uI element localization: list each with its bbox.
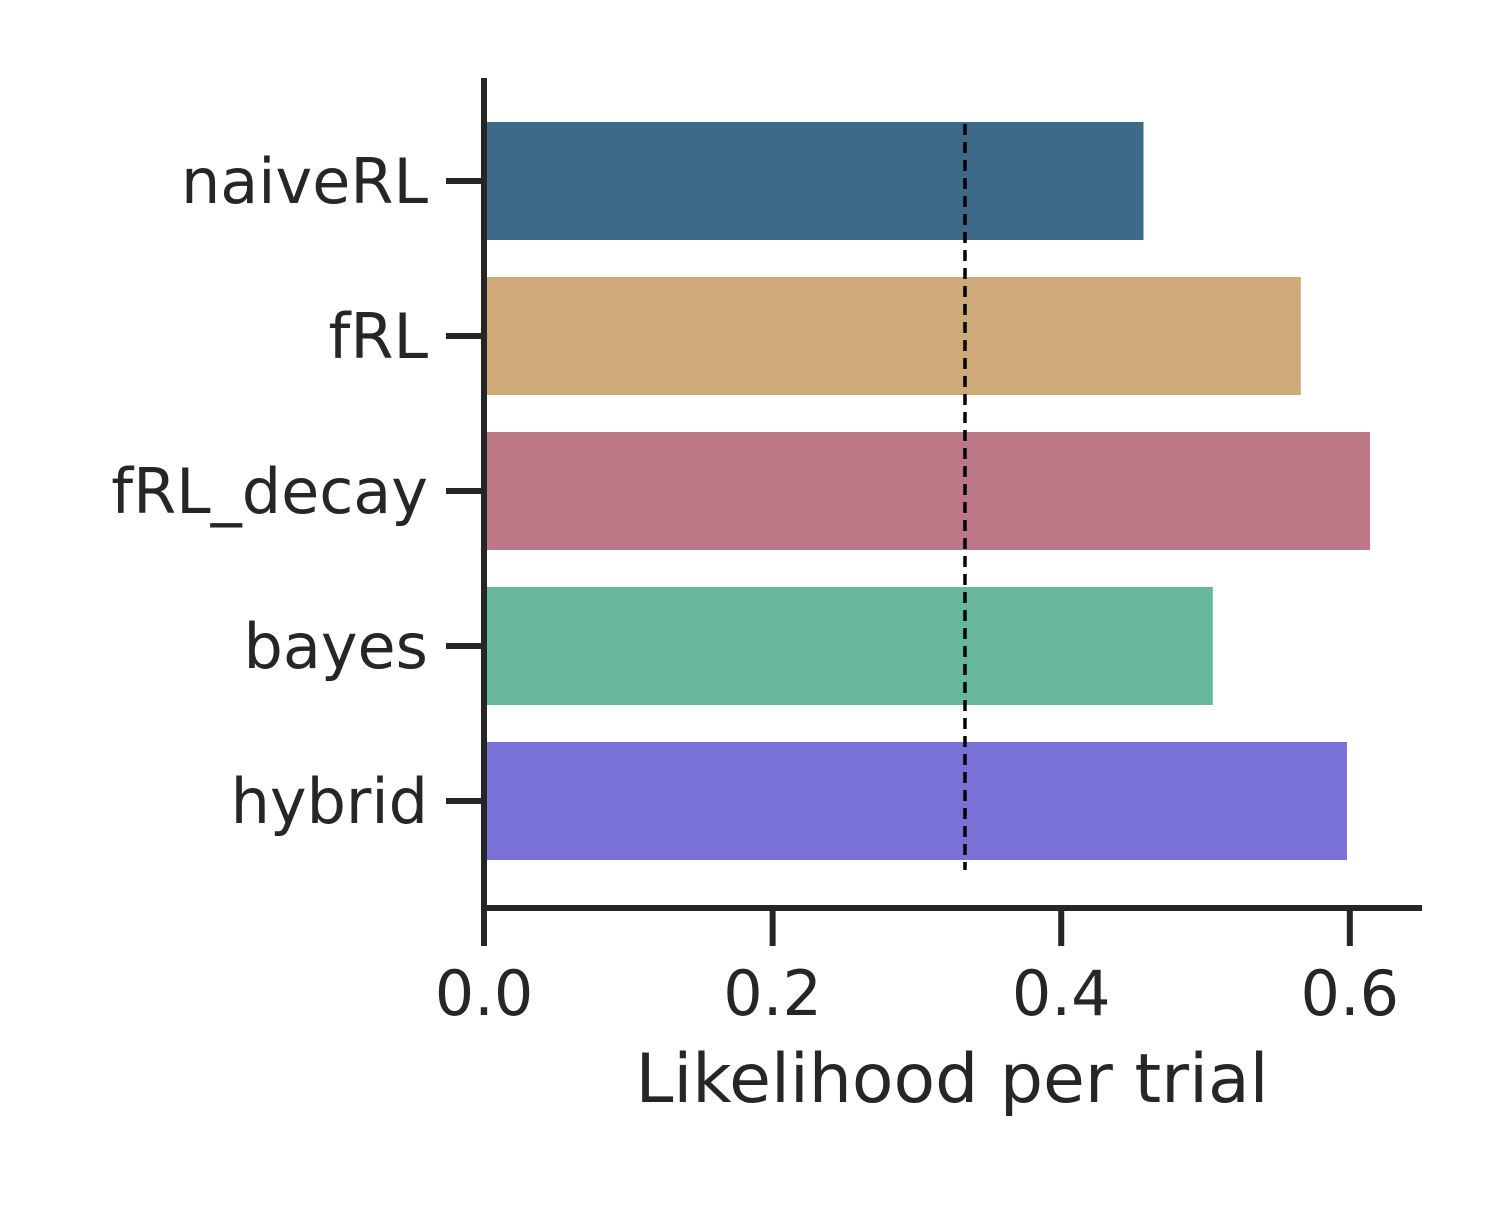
bar-hybrid bbox=[484, 742, 1347, 860]
x-tick-label: 0.6 bbox=[1301, 957, 1400, 1030]
bar-naiverl bbox=[484, 122, 1144, 240]
x-axis-title: Likelihood per trial bbox=[635, 1040, 1268, 1119]
axes-layer bbox=[446, 78, 1422, 946]
bar-frl bbox=[484, 277, 1301, 395]
y-tick-label: fRL_decay bbox=[111, 455, 428, 528]
bars-layer bbox=[484, 122, 1371, 860]
x-tick-label: 0.4 bbox=[1012, 957, 1111, 1030]
x-tick-label: 0.0 bbox=[435, 957, 534, 1030]
y-tick-label: hybrid bbox=[231, 765, 428, 838]
y-tick-label: fRL bbox=[329, 300, 429, 373]
labels-layer: Likelihood per trial naiveRL fRL fRL_decay… bbox=[111, 145, 1399, 1119]
bar-bayes bbox=[484, 587, 1213, 705]
y-tick-label: naiveRL bbox=[181, 145, 428, 218]
y-tick-label: bayes bbox=[244, 610, 429, 683]
bar-frl-decay bbox=[484, 432, 1371, 550]
x-tick-label: 0.2 bbox=[723, 957, 822, 1030]
